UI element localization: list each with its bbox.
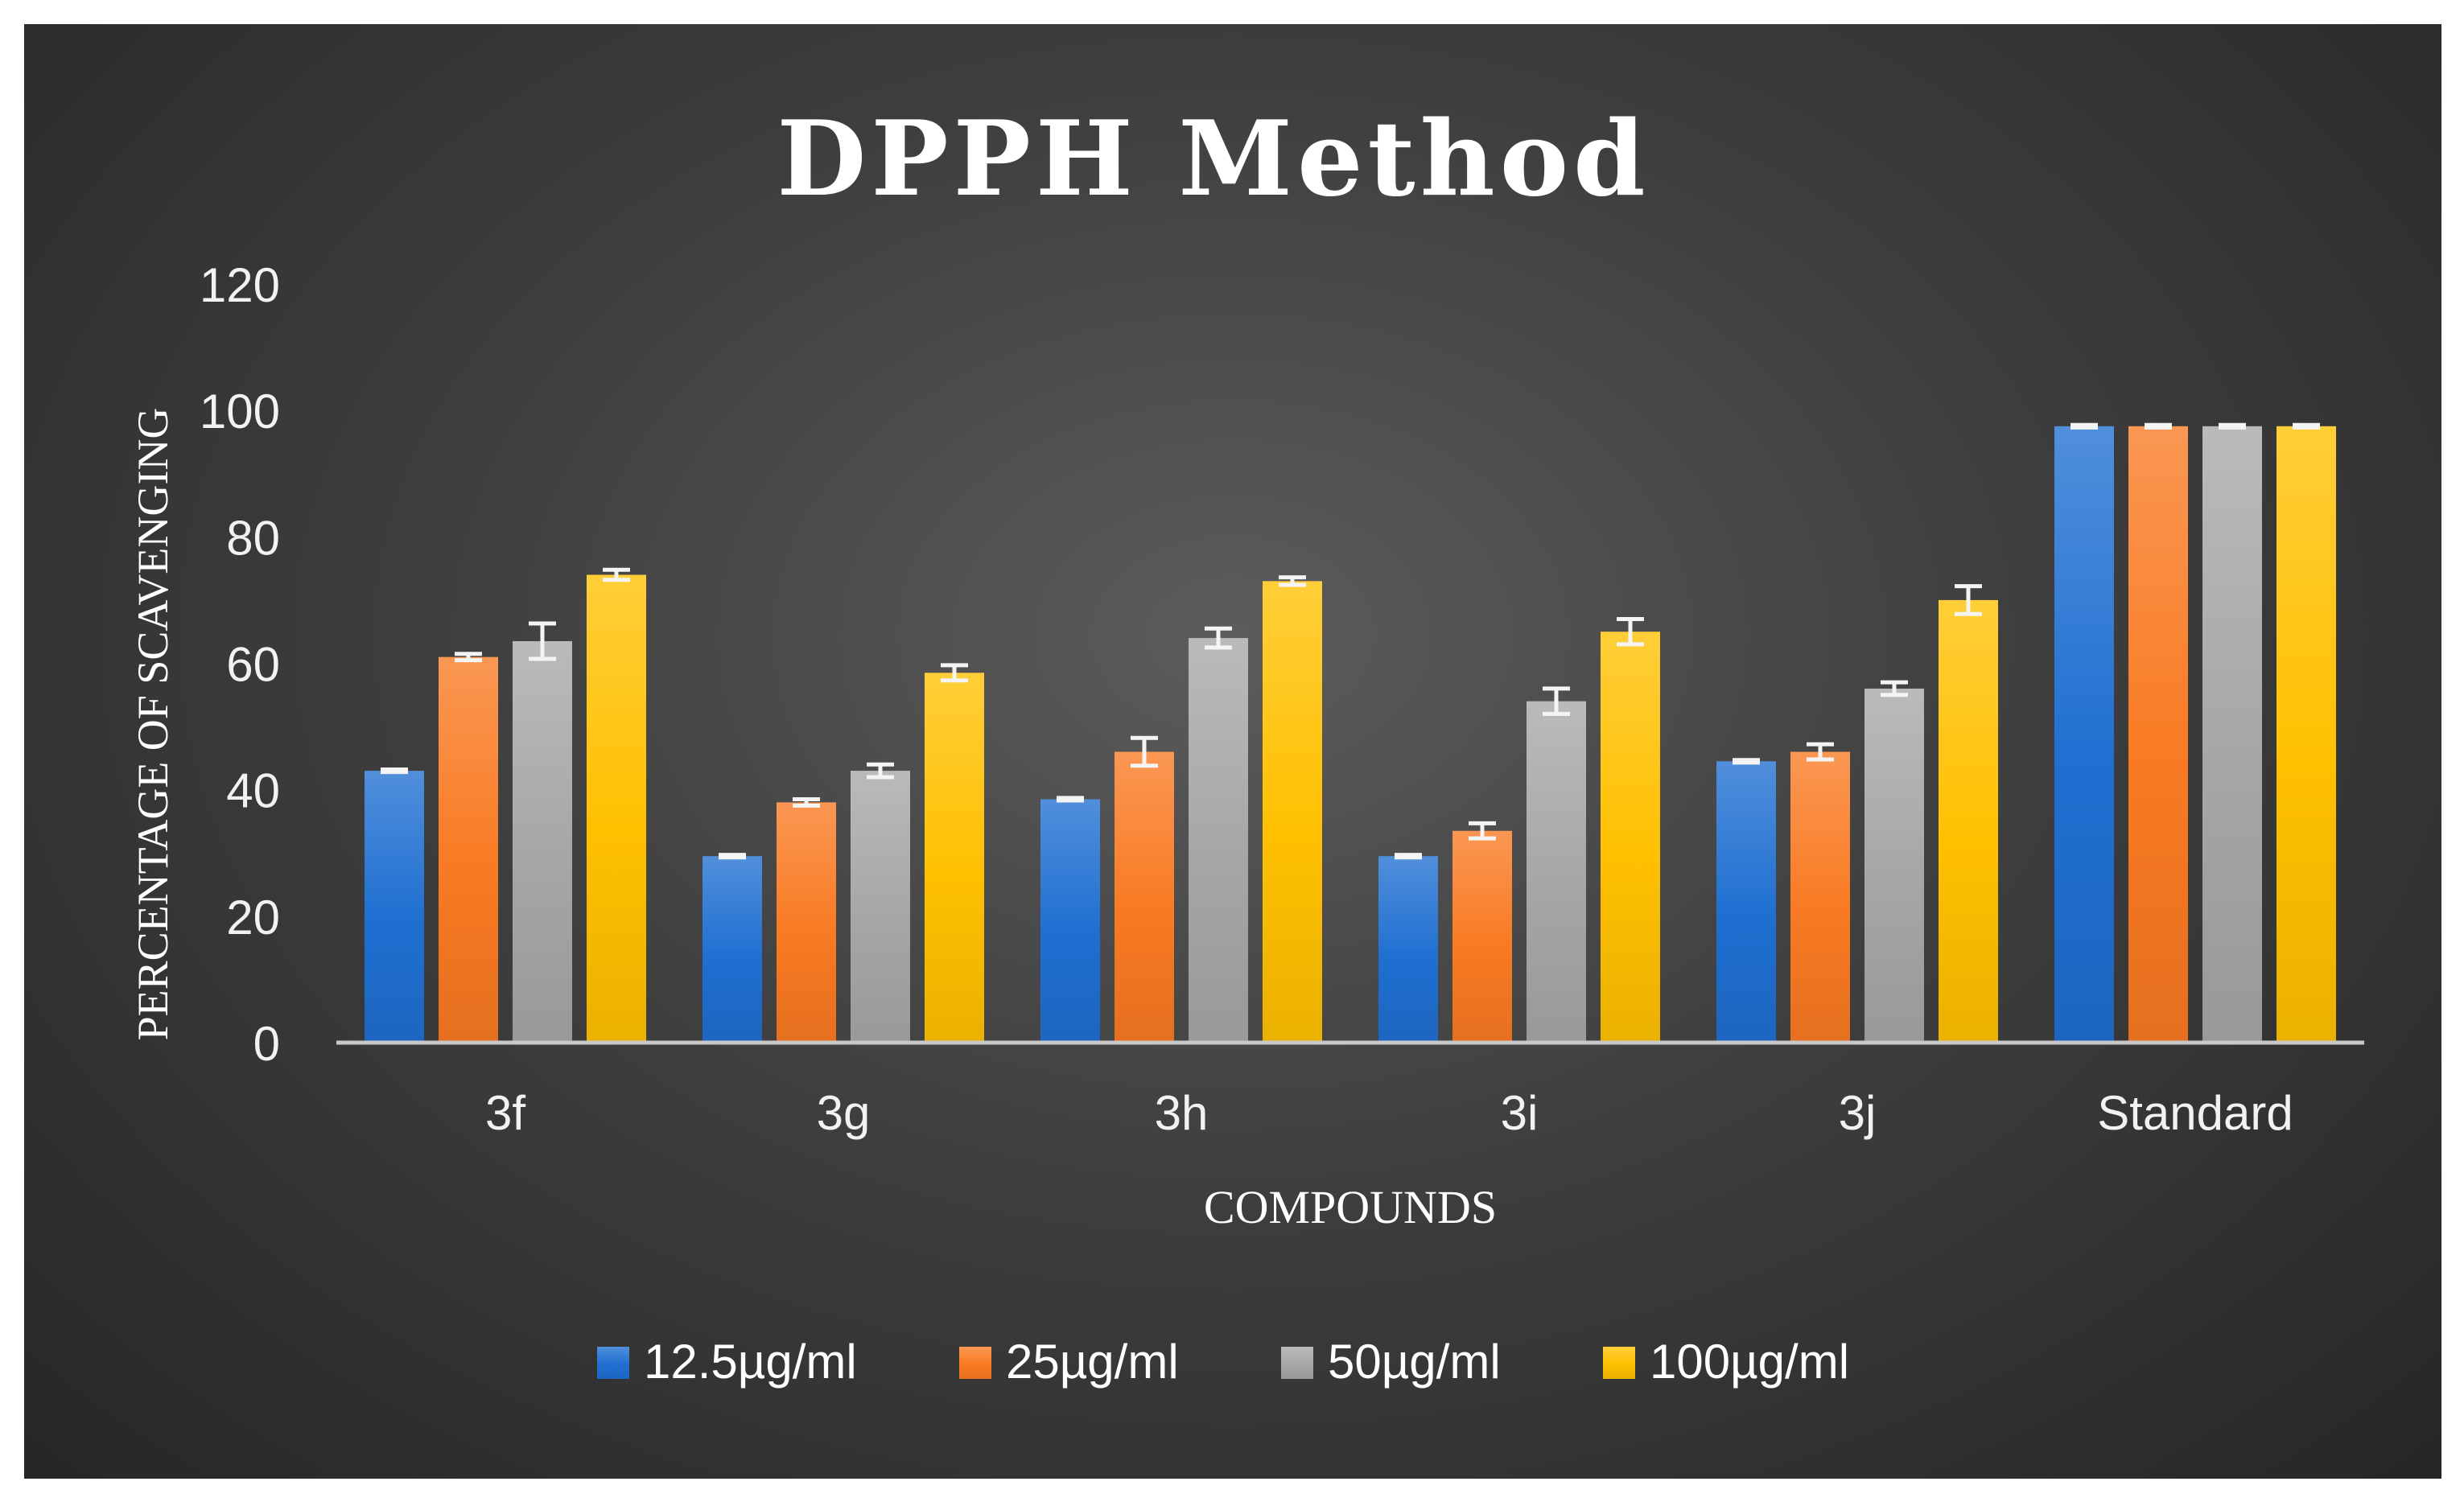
bar-3j-series-1: [1716, 761, 1776, 1043]
error-bar-3g-series-4: [941, 663, 968, 683]
legend-label: 12.5µg/ml: [644, 1335, 857, 1389]
bar-3g-series-1: [703, 856, 762, 1043]
x-tick-label: 3f: [485, 1086, 525, 1140]
bar-3h-series-3: [1189, 638, 1248, 1043]
error-bars-group: [381, 422, 2320, 860]
error-bar-standard-series-1: [2071, 422, 2098, 430]
chart-frame: DPPH Method 0 20 40 60 80 100 120 PERCENTAGE O…: [24, 24, 2441, 1479]
error-bar-3j-series-1: [1733, 758, 1760, 765]
legend-label: 25µg/ml: [1006, 1335, 1179, 1389]
legend-item: 100µg/ml: [1603, 1335, 1849, 1389]
bar-3g-series-3: [851, 771, 910, 1043]
legend-swatch: [597, 1347, 629, 1379]
y-tick-label: 100: [200, 385, 280, 438]
bar-3f-series-1: [365, 771, 424, 1043]
legend: 12.5µg/ml 25µg/ml 50µg/ml 100µg/ml: [597, 1335, 1849, 1389]
bar-standard-series-3: [2202, 426, 2262, 1043]
y-tick-label: 60: [226, 638, 280, 692]
error-bar-3h-series-1: [1057, 796, 1084, 803]
legend-label: 100µg/ml: [1650, 1335, 1849, 1389]
bar-3j-series-2: [1790, 751, 1850, 1043]
bar-3j-series-3: [1864, 688, 1924, 1043]
x-tick-label: Standard: [2097, 1086, 2293, 1140]
x-tick-label: 3i: [1501, 1086, 1539, 1140]
bar-3h-series-4: [1263, 581, 1322, 1043]
legend-item: 50µg/ml: [1281, 1335, 1501, 1389]
y-tick-label: 40: [226, 764, 280, 818]
bar-3j-series-4: [1939, 599, 1998, 1043]
y-tick-label: 120: [200, 258, 280, 312]
legend-swatch: [1603, 1347, 1635, 1379]
error-bar-3h-series-3: [1205, 626, 1232, 650]
bars-group: [365, 426, 2336, 1043]
y-tick-label: 0: [253, 1017, 280, 1071]
error-bar-3f-series-1: [381, 767, 408, 775]
y-tick-label: 20: [226, 891, 280, 944]
y-axis-label: PERCENTAGE OF SCAVENGING: [129, 408, 177, 1041]
bar-3g-series-4: [925, 673, 984, 1043]
bar-3f-series-4: [587, 574, 646, 1043]
legend-swatch: [959, 1347, 991, 1379]
error-bar-3j-series-4: [1955, 584, 1982, 616]
bar-3h-series-1: [1040, 799, 1100, 1043]
x-axis-ticks: 3f 3g 3h 3i 3j Standard: [485, 1086, 2293, 1140]
bar-standard-series-2: [2128, 426, 2188, 1043]
bar-3h-series-2: [1115, 751, 1174, 1043]
error-bar-3f-series-4: [603, 567, 630, 582]
chart-title: DPPH Method: [777, 99, 1650, 220]
error-bar-3j-series-2: [1807, 742, 1834, 762]
bar-standard-series-4: [2277, 426, 2336, 1043]
x-tick-label: 3h: [1155, 1086, 1209, 1140]
error-bar-3i-series-3: [1543, 686, 1570, 716]
bar-3i-series-3: [1527, 701, 1586, 1043]
bar-standard-series-1: [2054, 426, 2114, 1043]
x-axis-label: COMPOUNDS: [1204, 1181, 1497, 1233]
bar-3i-series-4: [1601, 632, 1660, 1043]
x-tick-label: 3g: [817, 1086, 871, 1140]
error-bar-3i-series-1: [1395, 853, 1422, 860]
y-axis-ticks: 0 20 40 60 80 100 120: [200, 258, 280, 1071]
error-bar-standard-series-4: [2293, 422, 2320, 430]
error-bar-3f-series-3: [529, 621, 556, 661]
error-bar-3g-series-1: [719, 853, 746, 860]
error-bar-3i-series-4: [1617, 616, 1644, 647]
error-bar-standard-series-2: [2145, 422, 2172, 430]
x-tick-label: 3j: [1839, 1086, 1877, 1140]
error-bar-3i-series-2: [1469, 821, 1496, 841]
bar-3f-series-2: [439, 656, 498, 1043]
chart-svg: DPPH Method 0 20 40 60 80 100 120 PERCENTAGE O…: [129, 99, 2364, 1389]
bar-3g-series-2: [777, 802, 836, 1043]
error-bar-3h-series-2: [1131, 735, 1158, 768]
error-bar-3g-series-3: [867, 762, 894, 780]
legend-swatch: [1281, 1347, 1313, 1379]
error-bar-standard-series-3: [2219, 422, 2246, 430]
legend-item: 12.5µg/ml: [597, 1335, 857, 1389]
legend-label: 50µg/ml: [1328, 1335, 1501, 1389]
legend-item: 25µg/ml: [959, 1335, 1179, 1389]
y-tick-label: 80: [226, 511, 280, 565]
error-bar-3j-series-3: [1881, 680, 1908, 698]
error-bar-3g-series-2: [793, 796, 820, 808]
error-bar-3h-series-4: [1279, 575, 1306, 587]
bar-3i-series-2: [1452, 830, 1512, 1043]
bar-3i-series-1: [1378, 856, 1438, 1043]
bar-3f-series-3: [513, 640, 572, 1043]
error-bar-3f-series-2: [455, 652, 482, 663]
